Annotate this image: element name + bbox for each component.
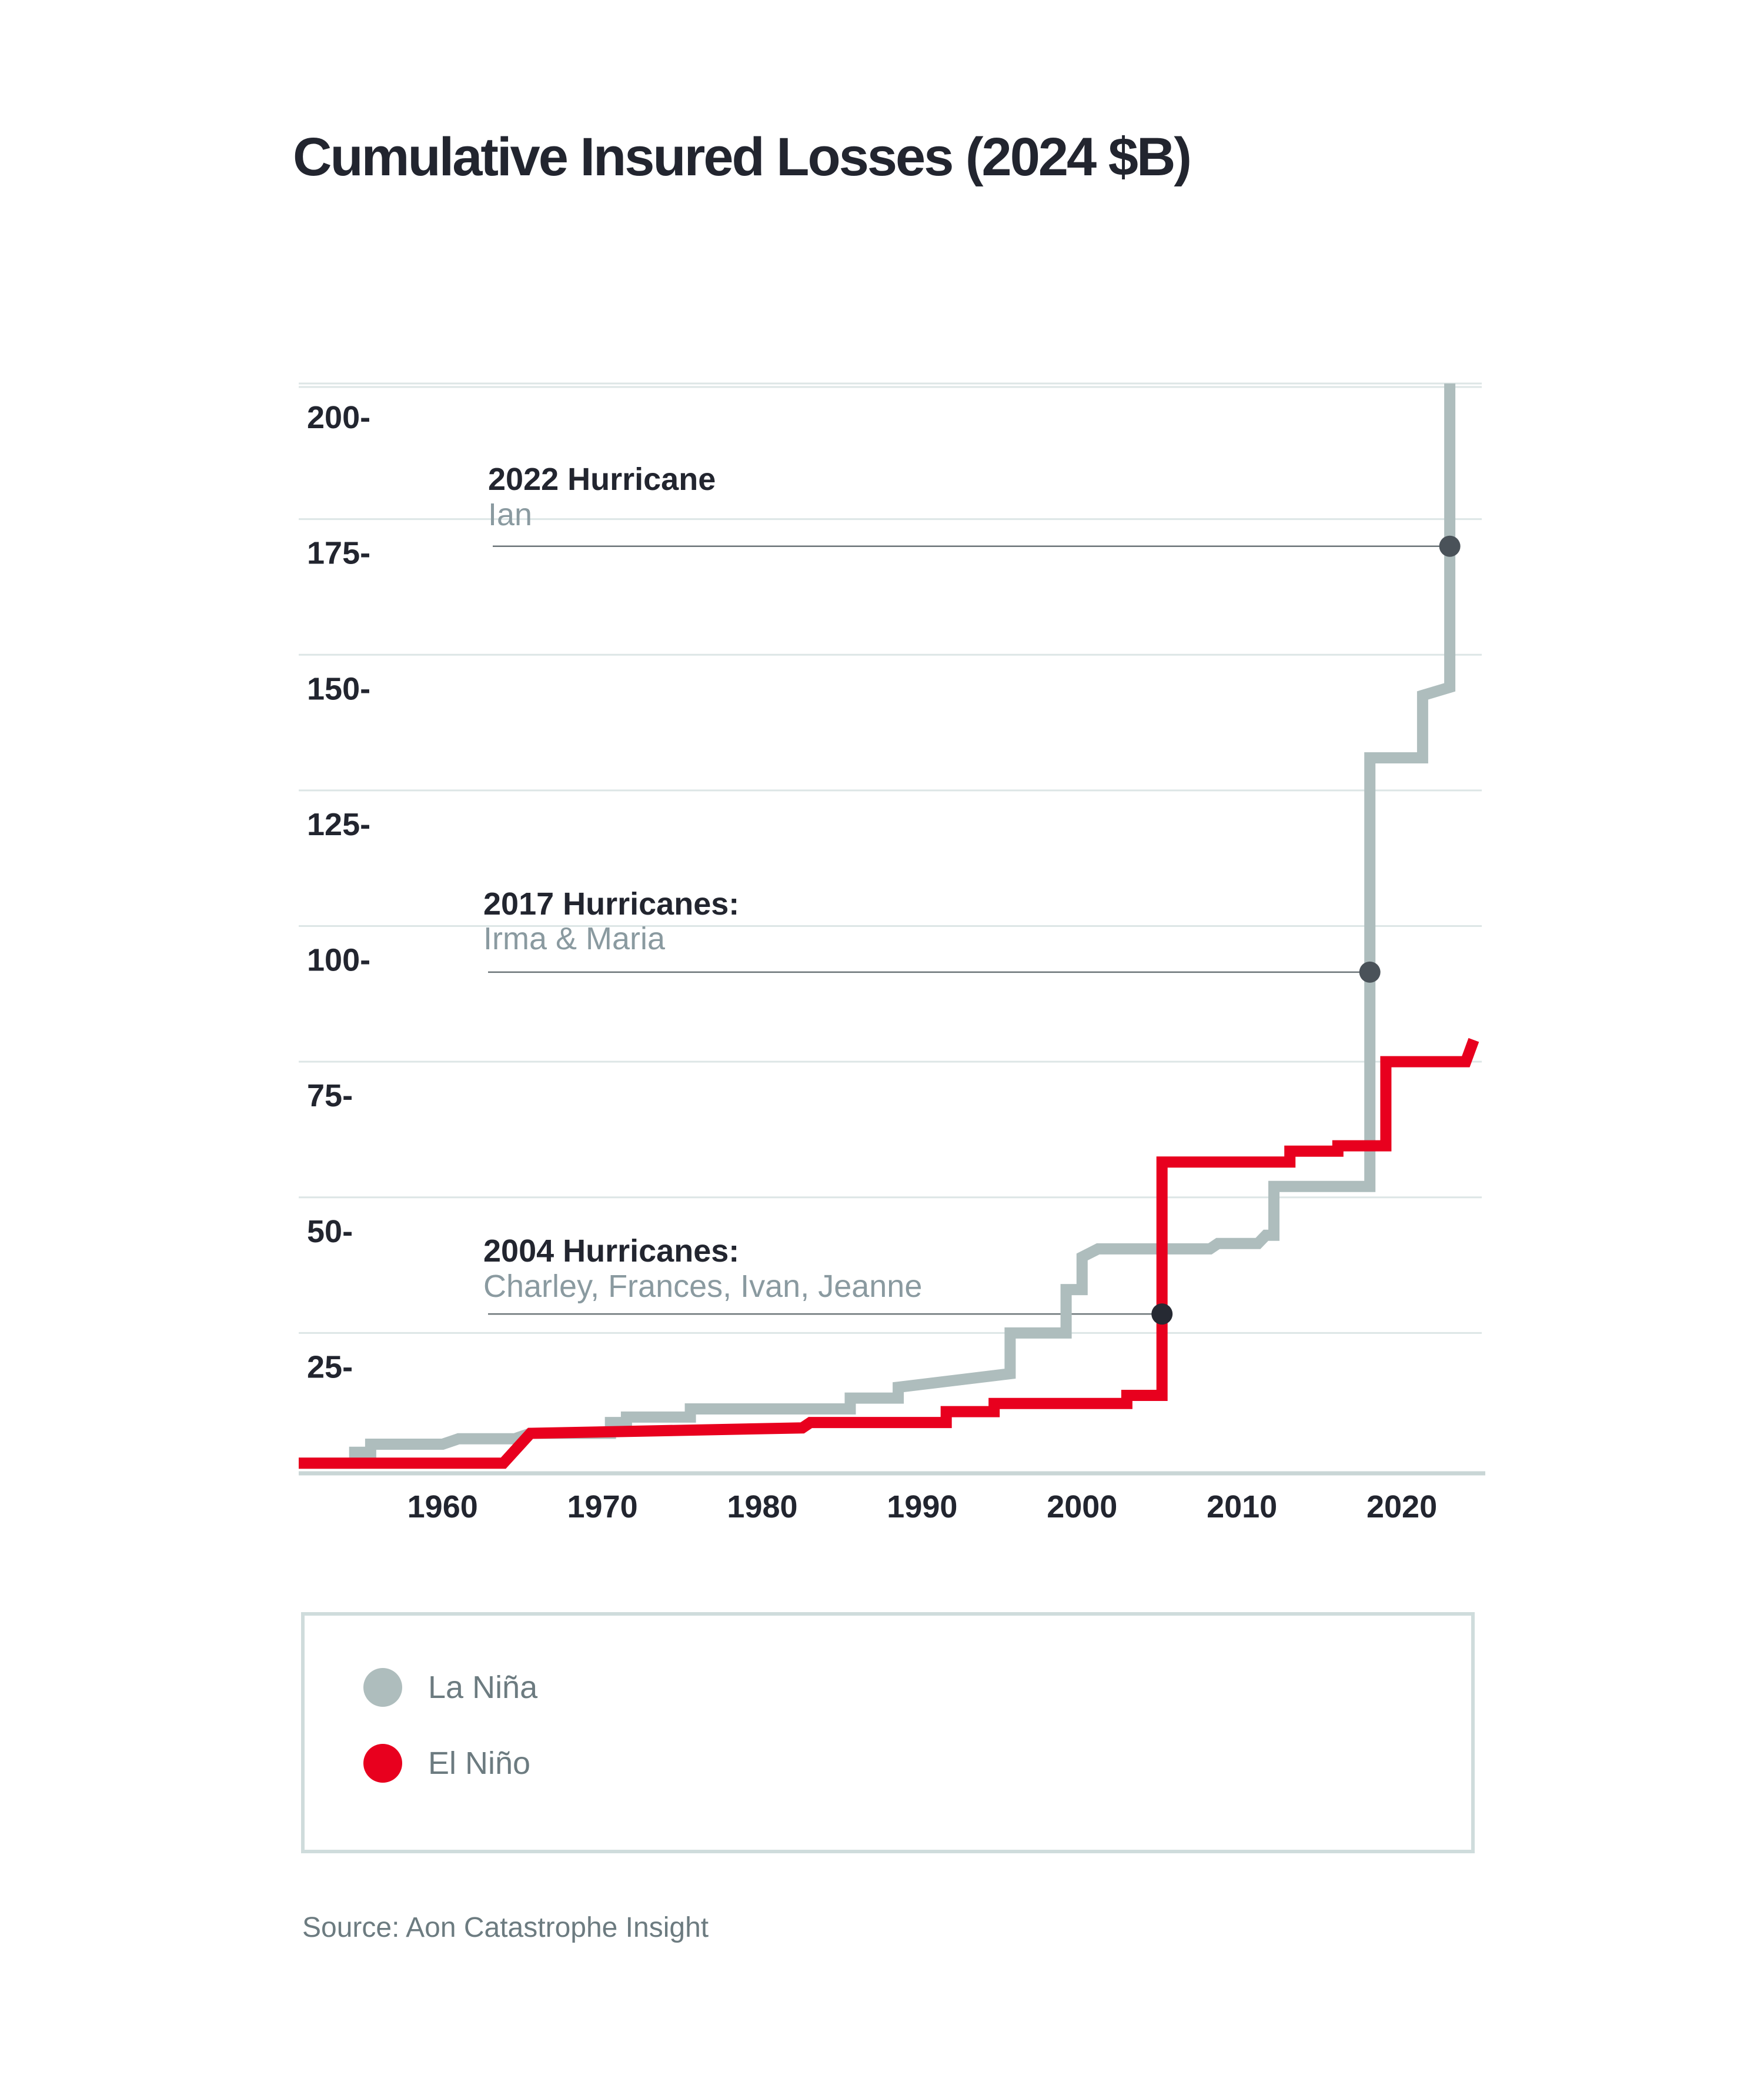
y-tick-label-200: 200- <box>307 400 370 435</box>
x-tick-label-1960: 1960 <box>407 1489 478 1524</box>
legend-label-la-nina: La Niña <box>428 1670 538 1705</box>
series-line-el-nino <box>299 1038 1479 1469</box>
y-tick-label-75: 75- <box>307 1078 353 1113</box>
annotation-subtitle-1: Ian <box>488 497 532 532</box>
y-tick-label-25: 25- <box>307 1349 353 1385</box>
source-note: Source: Aon Catastrophe Insight <box>302 1912 709 1943</box>
legend-label-el-nino: El Niño <box>428 1746 531 1781</box>
legend-item-la-nina: La Niña <box>363 1668 537 1707</box>
y-tick-label-100: 100- <box>307 943 370 978</box>
y-tick-label-175: 175- <box>307 536 370 571</box>
series-line-la-nina <box>299 383 1456 1469</box>
x-tick-label-1990: 1990 <box>887 1489 957 1524</box>
chart-title: Cumulative Insured Losses (2024 $B) <box>293 127 1192 187</box>
annotation-marker-2 <box>1359 961 1381 983</box>
x-tick-label-1980: 1980 <box>727 1489 797 1524</box>
annotation-marker-1 <box>1439 535 1461 557</box>
x-tick-label-2010: 2010 <box>1207 1489 1277 1524</box>
annotation-subtitle-3: Charley, Frances, Ivan, Jeanne <box>483 1269 922 1304</box>
annotation-subtitle-2: Irma & Maria <box>483 921 666 956</box>
annotation-title-3: 2004 Hurricanes: <box>483 1233 739 1269</box>
annotation-marker-3 <box>1151 1303 1173 1325</box>
x-tick-label-2000: 2000 <box>1047 1489 1117 1524</box>
y-tick-label-125: 125- <box>307 807 370 842</box>
annotation-title-1: 2022 Hurricane <box>488 462 716 497</box>
annotation-title-2: 2017 Hurricanes: <box>483 886 739 922</box>
legend-swatch-la-nina <box>363 1668 402 1707</box>
legend: La Niña El Niño <box>301 1612 1475 1853</box>
y-tick-label-50: 50- <box>307 1214 353 1249</box>
y-tick-label-150: 150- <box>307 671 370 706</box>
x-tick-label-1970: 1970 <box>567 1489 638 1524</box>
legend-swatch-el-nino <box>363 1744 402 1783</box>
legend-item-el-nino: El Niño <box>363 1744 530 1783</box>
x-tick-label-2020: 2020 <box>1367 1489 1437 1524</box>
